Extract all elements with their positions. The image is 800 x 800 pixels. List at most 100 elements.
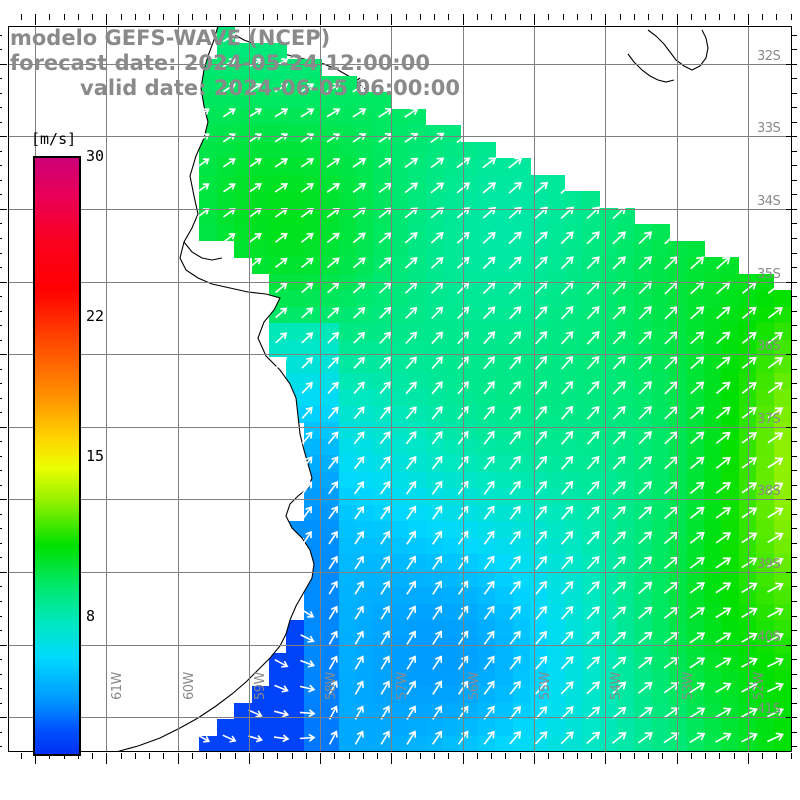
wind-arrow-shaft <box>534 256 548 270</box>
raster-cell <box>443 422 461 439</box>
raster-cell <box>460 438 479 456</box>
wind-arrow-head <box>565 430 574 439</box>
wind-arrow-shaft <box>483 631 495 645</box>
wind-arrow-head <box>487 555 495 564</box>
raster-cell <box>338 471 357 489</box>
wind-arrow-shaft <box>715 507 731 519</box>
raster-cell <box>408 537 427 555</box>
axis-tick <box>734 14 735 20</box>
wind-arrow-head <box>332 282 340 290</box>
raster-cell <box>634 290 653 307</box>
wind-arrow-head <box>331 530 338 539</box>
latitude-label: 32S <box>757 48 781 64</box>
axis-tick <box>149 753 150 759</box>
axis-tick <box>0 485 2 486</box>
raster-cell <box>547 488 566 505</box>
wind-arrow-shaft <box>509 406 521 420</box>
wind-arrow-shaft <box>690 281 704 295</box>
wind-arrow-head <box>254 232 262 240</box>
raster-cell <box>286 719 305 736</box>
wind-arrow-shaft <box>405 356 417 370</box>
wind-arrow-shaft <box>352 282 366 294</box>
wind-arrow-shaft <box>664 306 678 320</box>
wind-arrow-shaft <box>638 356 652 370</box>
raster-cell <box>234 108 253 126</box>
wind-arrow-head <box>565 231 574 240</box>
axis-tick <box>786 209 797 210</box>
raster-cell <box>704 719 722 736</box>
wind-arrow-head <box>358 257 366 265</box>
wind-arrow-shaft <box>328 606 338 620</box>
wind-arrow-head <box>359 83 367 91</box>
axis-tick <box>277 14 278 20</box>
raster-cell <box>564 504 583 522</box>
wind-arrow-head <box>696 582 706 590</box>
raster-cell <box>356 719 374 736</box>
wind-arrow-head <box>488 182 497 190</box>
wind-arrow-head <box>410 108 419 116</box>
axis-tick <box>520 753 521 759</box>
raster-cell <box>582 240 601 258</box>
raster-cell <box>669 702 688 720</box>
colorbar[interactable] <box>33 156 81 756</box>
wind-arrow-shaft <box>612 356 626 370</box>
axis-tick <box>391 14 392 25</box>
raster-cell <box>617 702 635 720</box>
raster-cell <box>425 191 444 208</box>
raster-cell <box>773 290 792 307</box>
axis-tick <box>363 753 364 759</box>
axis-tick <box>786 645 797 646</box>
raster-cell <box>408 389 427 406</box>
wind-arrow-shaft <box>327 431 339 445</box>
raster-cell <box>303 587 322 604</box>
wind-arrow-shaft <box>638 481 652 495</box>
raster-cell <box>356 455 374 472</box>
raster-cell <box>669 438 688 456</box>
wind-arrow-shaft <box>432 631 442 645</box>
wind-arrow-head <box>696 456 705 465</box>
raster-cell <box>425 290 444 307</box>
raster-cell <box>443 158 461 175</box>
wind-arrow-shaft <box>509 331 521 345</box>
wind-arrow-head <box>487 655 495 664</box>
raster-cell <box>721 719 740 736</box>
raster-cell <box>582 290 601 307</box>
wind-arrow-head <box>643 506 653 515</box>
axis-tick <box>0 369 2 370</box>
raster-cell <box>338 405 357 423</box>
wind-arrow-head <box>643 256 653 265</box>
raster-cell <box>321 191 340 208</box>
wind-arrow-head <box>774 332 783 340</box>
raster-cell <box>390 158 409 175</box>
wind-arrow-head <box>202 133 210 140</box>
wind-arrow-head <box>643 456 653 465</box>
wind-arrow-head <box>228 58 237 65</box>
raster-cell <box>338 224 357 241</box>
raster-cell <box>773 488 792 505</box>
wind-arrow-head <box>644 556 653 565</box>
wind-arrow-head <box>487 380 495 389</box>
axis-tick <box>776 753 777 759</box>
wind-arrow-head <box>383 530 390 539</box>
wind-arrow-head <box>307 610 315 618</box>
raster-cell <box>495 603 514 621</box>
raster-cell <box>721 587 740 604</box>
longitude-label: 52W <box>751 672 767 700</box>
axis-tick <box>163 753 164 759</box>
raster-cell <box>495 686 514 703</box>
raster-cell <box>512 719 531 736</box>
wind-arrow-shaft <box>716 306 730 320</box>
axis-tick <box>0 107 2 108</box>
map-plot-area[interactable] <box>8 26 792 752</box>
axis-tick <box>0 572 7 573</box>
wind-arrow-shaft <box>248 108 262 118</box>
axis-tick <box>220 14 221 20</box>
wind-arrow-head <box>617 380 626 389</box>
wind-arrow-shaft <box>534 182 548 194</box>
wind-arrow-shaft <box>715 557 731 569</box>
wind-arrow-shaft <box>380 531 390 545</box>
raster-cell <box>547 702 566 720</box>
wind-arrow-head <box>539 530 547 539</box>
wind-arrow-shaft <box>274 183 288 193</box>
